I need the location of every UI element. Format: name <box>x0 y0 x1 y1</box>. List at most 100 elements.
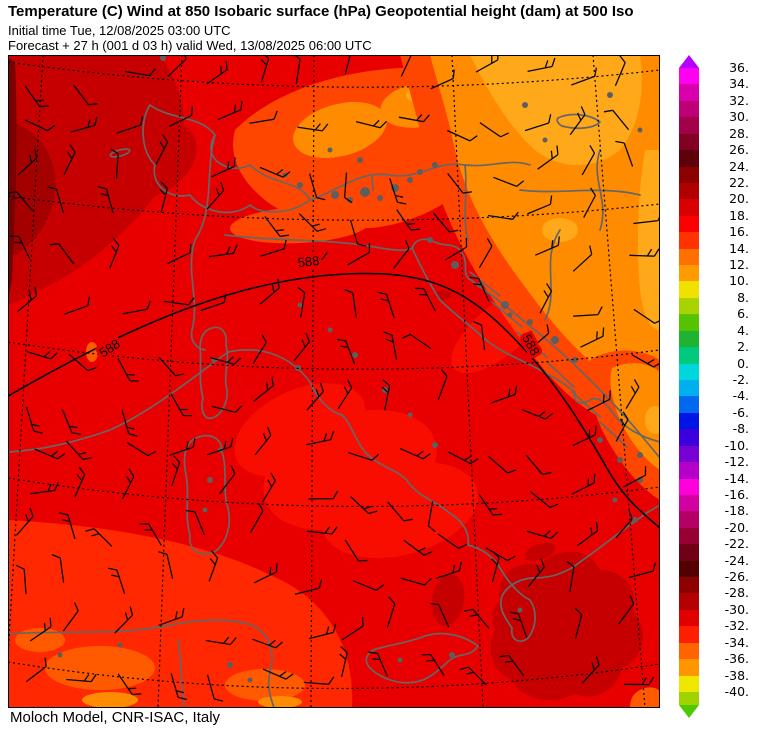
temp-patch <box>82 692 138 708</box>
colorbar-tick-label: 10. <box>729 273 749 289</box>
colorbar-cell <box>679 265 699 282</box>
terrain-speck <box>247 677 253 683</box>
wind-barb <box>491 550 500 583</box>
wind-barb <box>625 379 640 410</box>
wind-barb <box>566 560 575 592</box>
wind-barb <box>24 85 49 108</box>
terrain-speck <box>297 182 303 188</box>
colorbar-tick-label: -14. <box>724 470 749 486</box>
colorbar-arrow-up <box>679 55 699 68</box>
wind-barb <box>47 186 65 214</box>
wind-barb <box>185 509 206 536</box>
wind-barb <box>530 491 559 509</box>
wind-barb <box>297 251 328 261</box>
wind-barb <box>307 526 338 535</box>
border-austria <box>309 161 531 201</box>
wind-barb <box>211 405 243 414</box>
wind-barb <box>337 379 353 410</box>
temp-patch <box>524 542 556 562</box>
wind-barb <box>264 216 289 238</box>
colorbar-tick-label: 18. <box>729 207 749 223</box>
wind-barb <box>155 134 169 165</box>
colorbar-cell <box>679 675 699 693</box>
wind-barb <box>386 596 396 628</box>
wind-barb <box>117 358 139 382</box>
wind-barb <box>292 53 301 84</box>
colorbar-cell <box>679 330 699 348</box>
wind-barb <box>254 426 272 456</box>
colorbar-cell <box>679 150 699 167</box>
colorbar-cell <box>679 560 699 578</box>
wind-barb <box>437 368 448 400</box>
wind-barb <box>303 676 335 685</box>
wind-barb <box>70 116 98 133</box>
wind-barb <box>168 106 193 127</box>
chart-title: Temperature (C) Wind at 850 Isobaric sur… <box>8 3 634 20</box>
wind-barb <box>34 448 66 460</box>
map-frame <box>8 55 660 708</box>
wind-barb <box>448 451 479 465</box>
wind-barb <box>97 185 114 214</box>
colorbar-cell <box>679 544 699 562</box>
wind-barb <box>618 595 635 625</box>
colorbar-cell <box>679 478 699 496</box>
wind-barb <box>429 602 450 628</box>
wind-barb <box>387 501 413 522</box>
colorbar-cell <box>679 199 699 217</box>
terrain-speck <box>612 497 618 503</box>
latitude-line <box>7 341 661 370</box>
wind-barb <box>469 276 490 302</box>
terrain-speck <box>297 302 303 308</box>
colorbar-cell <box>679 297 699 315</box>
colorbar-cell <box>679 412 699 430</box>
colorbar-tick-label: -4. <box>732 388 749 404</box>
wind-barb <box>61 409 81 435</box>
wind-barb <box>298 213 326 232</box>
terrain-speck <box>357 157 363 163</box>
colorbar-tick-label: -16. <box>724 486 749 502</box>
wind-barb <box>297 286 306 318</box>
wind-barb <box>297 123 329 132</box>
colorbar-cell <box>679 363 699 381</box>
terrain-speck <box>327 327 333 333</box>
wind-barb <box>72 84 98 106</box>
longitude-line <box>592 54 646 709</box>
wind-barb <box>473 320 486 350</box>
wind-barb <box>62 602 79 632</box>
colorbar-tick-label: -24. <box>724 552 749 568</box>
wind-barb <box>377 291 395 319</box>
wind-barb <box>526 530 558 540</box>
wind-barb <box>603 109 630 131</box>
colorbar-tick-label: -8. <box>732 421 749 437</box>
colorbar-tick-label: -28. <box>724 585 749 601</box>
wind-barb <box>400 448 431 460</box>
longitude-line <box>157 54 183 709</box>
wind-barb <box>527 195 553 215</box>
wind-barb <box>344 288 357 318</box>
wind-barb <box>26 350 58 360</box>
wind-barb <box>158 551 174 579</box>
wind-barb <box>59 512 76 540</box>
wind-barb <box>208 244 238 258</box>
wind-barb <box>126 441 157 457</box>
wind-barb <box>114 606 134 634</box>
wind-barb <box>252 334 267 364</box>
wind-barb <box>347 243 371 266</box>
wind-barb <box>109 237 120 269</box>
terrain-speck <box>202 507 208 513</box>
wind-barb <box>488 456 517 474</box>
colorbar-tick-label: 4. <box>737 322 749 338</box>
wind-barb <box>614 55 626 86</box>
colorbar-tick-label: 28. <box>729 125 749 141</box>
temp-patch <box>8 120 56 258</box>
terrain-speck <box>637 452 643 458</box>
wind-barb <box>403 539 433 556</box>
wind-barb <box>259 278 280 305</box>
terrain-speck <box>360 187 370 197</box>
terrain-speck <box>160 55 166 61</box>
wind-barb <box>414 287 436 312</box>
colorbar-tick-label: -18. <box>724 503 749 519</box>
wind-barb <box>341 617 364 641</box>
wind-barb <box>615 411 629 442</box>
